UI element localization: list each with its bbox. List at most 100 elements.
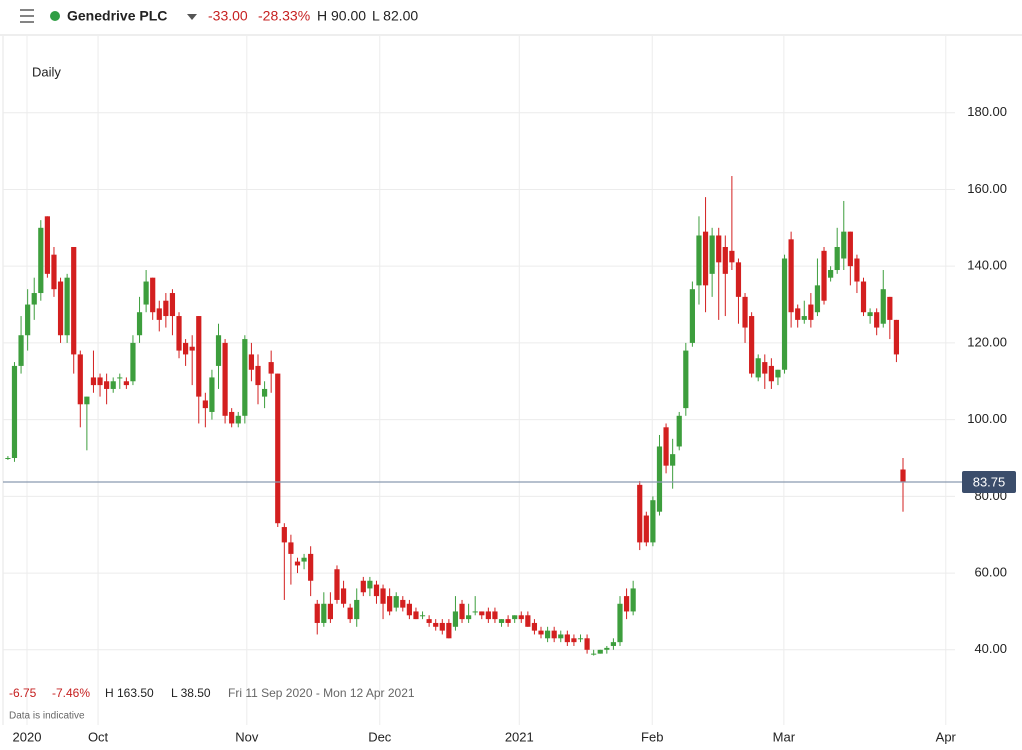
candle-body (650, 500, 656, 543)
candle-body (584, 638, 590, 650)
candle-body (84, 396, 90, 405)
candle-body (577, 638, 584, 640)
footer-change-pct: -7.46% (52, 686, 90, 700)
candle-body (156, 308, 162, 320)
candle-body (110, 381, 116, 389)
candle-body (630, 588, 636, 612)
candle-body (261, 388, 268, 397)
candle-body (729, 250, 735, 263)
candle-body (755, 358, 761, 378)
candle-body (202, 400, 208, 409)
candle-body (564, 634, 570, 643)
candle-body (406, 603, 412, 616)
candle-body (104, 381, 110, 389)
candle-body (893, 319, 900, 355)
candle-body (492, 611, 498, 620)
y-tick-label: 160.00 (967, 181, 1007, 196)
candle-body (248, 354, 255, 370)
candle-body (525, 615, 531, 627)
instrument-name[interactable]: Genedrive PLC (67, 8, 167, 24)
candle-body (308, 553, 314, 581)
candle-body (466, 615, 472, 620)
candle-body (656, 446, 663, 512)
candle-body (683, 350, 689, 409)
candle-body (808, 304, 814, 320)
candle-body (485, 611, 491, 620)
candle-body (413, 611, 419, 620)
plot: 40.0060.0080.00100.00120.00140.00160.001… (3, 36, 1016, 744)
header-change: -33.00 (208, 8, 248, 24)
footer-high: H 163.50 (105, 686, 154, 700)
candle-body (215, 335, 222, 366)
footer-change: -6.75 (9, 686, 37, 700)
candle-body (25, 304, 31, 336)
candle-body (360, 580, 366, 593)
candle-body (38, 227, 44, 294)
y-tick-label: 40.00 (974, 641, 1007, 656)
candle-body (327, 603, 333, 620)
candle-body (452, 611, 459, 627)
header-change-pct: -28.33% (258, 8, 310, 24)
candle-body (354, 599, 360, 620)
candle-body (623, 596, 630, 612)
candle-body (426, 619, 432, 623)
y-tick-label: 100.00 (967, 411, 1007, 426)
candle-body (163, 300, 169, 317)
candle-body (229, 411, 235, 424)
candle-body (136, 312, 143, 336)
candle-body (591, 653, 597, 655)
candle-body (387, 596, 393, 612)
candle-body (571, 638, 577, 643)
candle-body (847, 231, 853, 267)
candle-body (702, 231, 709, 286)
candle-body (150, 277, 156, 313)
candle-body (18, 335, 24, 366)
candle-body (176, 316, 182, 351)
candle-body (288, 542, 294, 554)
candle-body (242, 339, 248, 416)
y-tick-label: 140.00 (967, 258, 1007, 273)
candle-body (505, 619, 511, 623)
candle-body (64, 277, 70, 336)
candle-body (689, 289, 695, 343)
menu-icon[interactable] (20, 9, 34, 23)
candle-body (380, 588, 386, 604)
candle-body (209, 377, 215, 412)
footer-low: L 38.50 (171, 686, 211, 700)
candle-body (130, 342, 136, 382)
candle-body (788, 239, 794, 313)
candle-body (834, 246, 840, 271)
candle-body (610, 642, 617, 646)
interval-label[interactable]: Daily (32, 64, 61, 79)
candle-body (367, 580, 373, 589)
candle-body (643, 515, 649, 543)
candle-body (97, 377, 103, 386)
candle-body (828, 270, 834, 278)
candle-body (222, 342, 228, 416)
candle-body (742, 296, 748, 328)
candle-body (854, 258, 860, 282)
candle-body (314, 603, 320, 623)
candle-body (801, 316, 807, 320)
candle-body (57, 281, 64, 336)
header-low: L 82.00 (372, 8, 418, 24)
dropdown-arrow[interactable] (187, 14, 197, 20)
candle-body (670, 454, 676, 466)
candle-body (281, 527, 287, 543)
candle-body (189, 346, 195, 351)
candle-body (617, 603, 623, 643)
candle-body (433, 622, 439, 627)
candle-body (696, 235, 702, 286)
candle-body (538, 630, 544, 635)
candle-body (498, 619, 505, 623)
candle-body (459, 603, 465, 620)
candle-body (255, 365, 261, 386)
candle-body (722, 246, 728, 274)
candle-body (604, 647, 610, 650)
status-dot (50, 11, 60, 21)
candle-body (775, 369, 781, 378)
header-high: H 90.00 (317, 8, 366, 24)
candle-body (77, 354, 83, 405)
candle-body (117, 377, 123, 379)
